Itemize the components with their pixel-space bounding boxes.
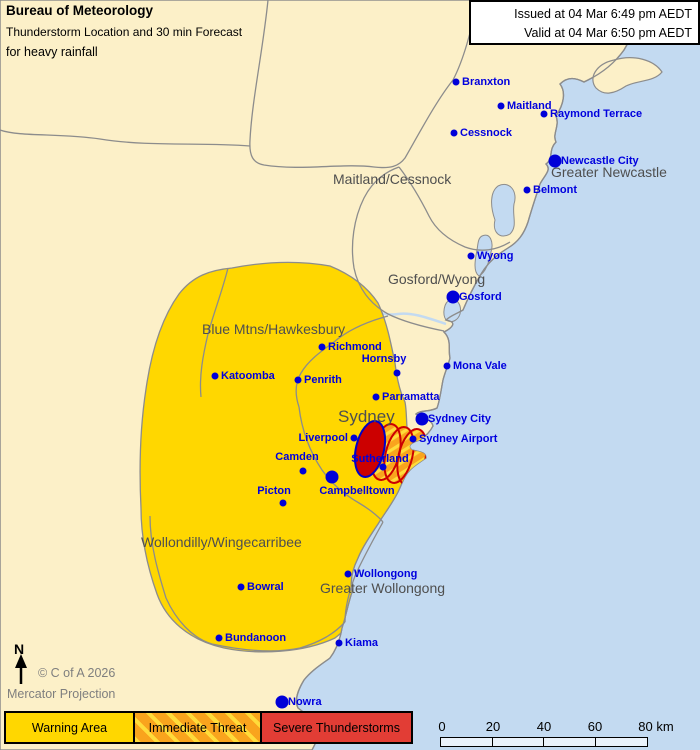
scale-tick-label: 0 xyxy=(438,719,446,734)
immediate-threat-area xyxy=(353,420,428,486)
scale-segment xyxy=(440,737,493,747)
legend-warning-label: Warning Area xyxy=(31,720,108,735)
scale-segment xyxy=(594,737,648,747)
agency-title: Bureau of Meteorology xyxy=(6,3,154,18)
lake-macquarie xyxy=(491,184,516,237)
product-title-line1: Thunderstorm Location and 30 min Forecas… xyxy=(6,25,243,39)
scale-bar: 0 20 40 60 80 km xyxy=(438,719,674,747)
scale-segment xyxy=(491,737,545,747)
north-arrow-icon xyxy=(15,654,27,684)
copyright-text: © C of A 2026 xyxy=(38,666,116,680)
product-title-line2: for heavy rainfall xyxy=(6,45,98,59)
legend-warning-area: Warning Area xyxy=(4,711,135,744)
region-boundaries xyxy=(0,0,511,652)
brisbane-water xyxy=(443,299,461,323)
scale-bar-segments xyxy=(440,737,650,747)
valid-time: Valid at 04 Mar 6:50 pm AEDT xyxy=(524,26,692,41)
legend-immediate-threat: Immediate Threat xyxy=(133,711,262,744)
severe-thunderstorm-cell xyxy=(353,420,387,478)
compass-north-label: N xyxy=(14,641,25,657)
legend-severe-thunderstorms: Severe Thunderstorms xyxy=(260,711,413,744)
scale-tick-label: 80 km xyxy=(638,719,674,734)
issue-valid-box: Issued at 04 Mar 6:49 pm AEDT Valid at 0… xyxy=(469,0,700,45)
tuggerah-lake xyxy=(474,234,493,277)
port-stephens-headland xyxy=(592,57,663,94)
legend-severe-label: Severe Thunderstorms xyxy=(273,720,400,735)
issued-time: Issued at 04 Mar 6:49 pm AEDT xyxy=(514,7,692,21)
scale-tick-label: 40 xyxy=(536,719,552,734)
map-title-block: Bureau of Meteorology Thunderstorm Locat… xyxy=(6,3,242,59)
projection-text: Mercator Projection xyxy=(7,687,116,701)
scale-segment xyxy=(543,737,596,747)
legend-threat-label: Immediate Threat xyxy=(148,720,247,735)
legend: Warning Area Immediate Threat Severe Thu… xyxy=(4,711,413,744)
scale-tick-label: 20 xyxy=(485,719,501,734)
scale-tick-label: 60 xyxy=(587,719,603,734)
scale-bar-labels: 0 20 40 60 80 km xyxy=(438,719,673,735)
